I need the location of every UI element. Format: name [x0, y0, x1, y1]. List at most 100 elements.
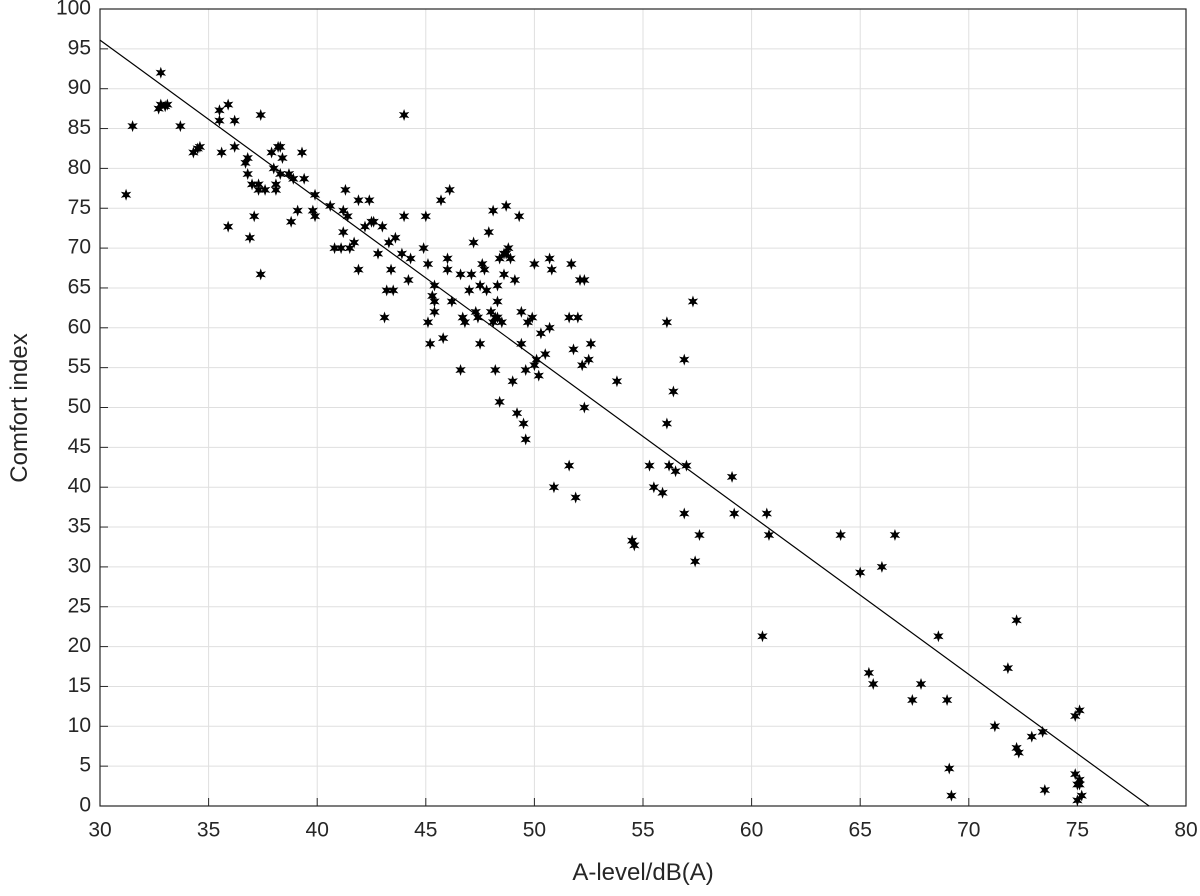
scatter-point	[763, 529, 775, 542]
scatter-point	[679, 353, 690, 366]
scatter-point	[335, 242, 347, 255]
scatter-point	[757, 630, 768, 643]
scatter-point	[648, 481, 660, 494]
scatter-point	[629, 539, 640, 552]
scatter-point	[500, 247, 512, 260]
scatter-point	[855, 566, 866, 579]
scatter-point	[505, 252, 516, 265]
scatter-point	[507, 375, 518, 388]
scatter-point	[457, 311, 468, 324]
x-tick-label: 65	[849, 819, 872, 842]
scatter-point	[863, 666, 875, 679]
scatter-point	[687, 295, 699, 308]
scatter-point	[485, 305, 497, 318]
scatter-point	[1074, 778, 1085, 791]
scatter-point	[253, 178, 264, 191]
scatter-point	[429, 295, 440, 308]
scatter-point	[309, 188, 321, 201]
scatter-point	[1070, 768, 1081, 781]
scatter-point	[372, 247, 384, 260]
scatter-point	[153, 102, 164, 115]
scatter-point	[353, 263, 364, 276]
scatter-point	[229, 114, 240, 127]
y-tick-label: 30	[68, 554, 91, 577]
scatter-point	[572, 311, 584, 324]
scatter-point	[520, 433, 531, 446]
scatter-point	[492, 295, 503, 308]
axes-frame	[99, 8, 1187, 807]
scatter-point	[396, 247, 408, 260]
scatter-point	[398, 109, 410, 122]
scatter-point	[944, 762, 955, 775]
scatter-point	[298, 172, 310, 185]
scatter-point	[398, 210, 410, 223]
scatter-point	[383, 236, 395, 249]
scatter-point	[468, 236, 479, 249]
scatter-point	[403, 273, 414, 286]
scatter-point	[359, 220, 371, 233]
scatter-point	[444, 183, 455, 196]
scatter-point	[348, 236, 360, 249]
scatter-point	[933, 630, 944, 643]
scatter-point	[889, 529, 901, 542]
scatter-point	[487, 204, 499, 217]
scatter-point	[563, 311, 575, 324]
y-tick-label: 15	[68, 674, 91, 697]
scatter-point	[583, 353, 594, 366]
scatter-point	[907, 693, 918, 706]
scatter-point	[1011, 741, 1022, 754]
scatter-point	[429, 279, 440, 292]
scatter-point	[679, 507, 690, 520]
scatter-point	[694, 529, 705, 542]
y-tick-label: 10	[68, 714, 91, 737]
scatter-point	[255, 268, 266, 281]
scatter-point	[285, 215, 297, 228]
scatter-point	[670, 465, 681, 478]
scatter-point	[626, 534, 638, 547]
scatter-point	[296, 146, 308, 159]
scatter-point	[726, 470, 738, 483]
scatter-point	[1011, 614, 1022, 627]
scatter-point	[546, 263, 557, 276]
scatter-point	[344, 242, 355, 255]
scatter-point	[229, 140, 240, 153]
x-tick-label: 80	[1174, 819, 1197, 842]
x-tick-label: 30	[88, 819, 111, 842]
scatter-point	[513, 210, 525, 223]
scatter-point	[464, 284, 475, 297]
scatter-point	[518, 417, 529, 430]
x-tick-label: 55	[631, 819, 654, 842]
scatter-point	[381, 284, 392, 297]
scatter-point	[325, 199, 336, 212]
scatter-point	[516, 305, 527, 318]
x-axis-label: A-level/dB(A)	[572, 859, 713, 886]
y-tick-label: 45	[68, 435, 91, 458]
scatter-point	[500, 199, 512, 212]
scatter-point	[437, 332, 449, 345]
fit-line	[99, 39, 1150, 807]
scatter-point	[474, 279, 486, 292]
scatter-point	[242, 152, 253, 165]
scatter-point	[364, 194, 375, 207]
x-tick-label: 40	[306, 819, 329, 842]
scatter-point	[277, 152, 288, 165]
scatter-point	[566, 258, 577, 271]
scatter-point	[155, 66, 167, 79]
scatter-point	[520, 364, 531, 377]
x-tick-label: 60	[740, 819, 763, 842]
scatter-point	[494, 252, 505, 265]
scatter-point	[568, 343, 579, 356]
y-tick-label: 60	[68, 315, 91, 338]
scatter-point	[127, 120, 138, 133]
y-tick-label: 65	[68, 275, 91, 298]
scatter-point	[275, 167, 286, 180]
scatter-point	[479, 263, 490, 276]
scatter-point	[249, 210, 260, 223]
scatter-point	[509, 273, 521, 286]
scatter-point	[270, 183, 282, 196]
scatter-point	[494, 395, 505, 408]
y-tick-label: 20	[68, 634, 91, 657]
scatter-point	[353, 194, 364, 207]
scatter-point	[644, 459, 655, 472]
